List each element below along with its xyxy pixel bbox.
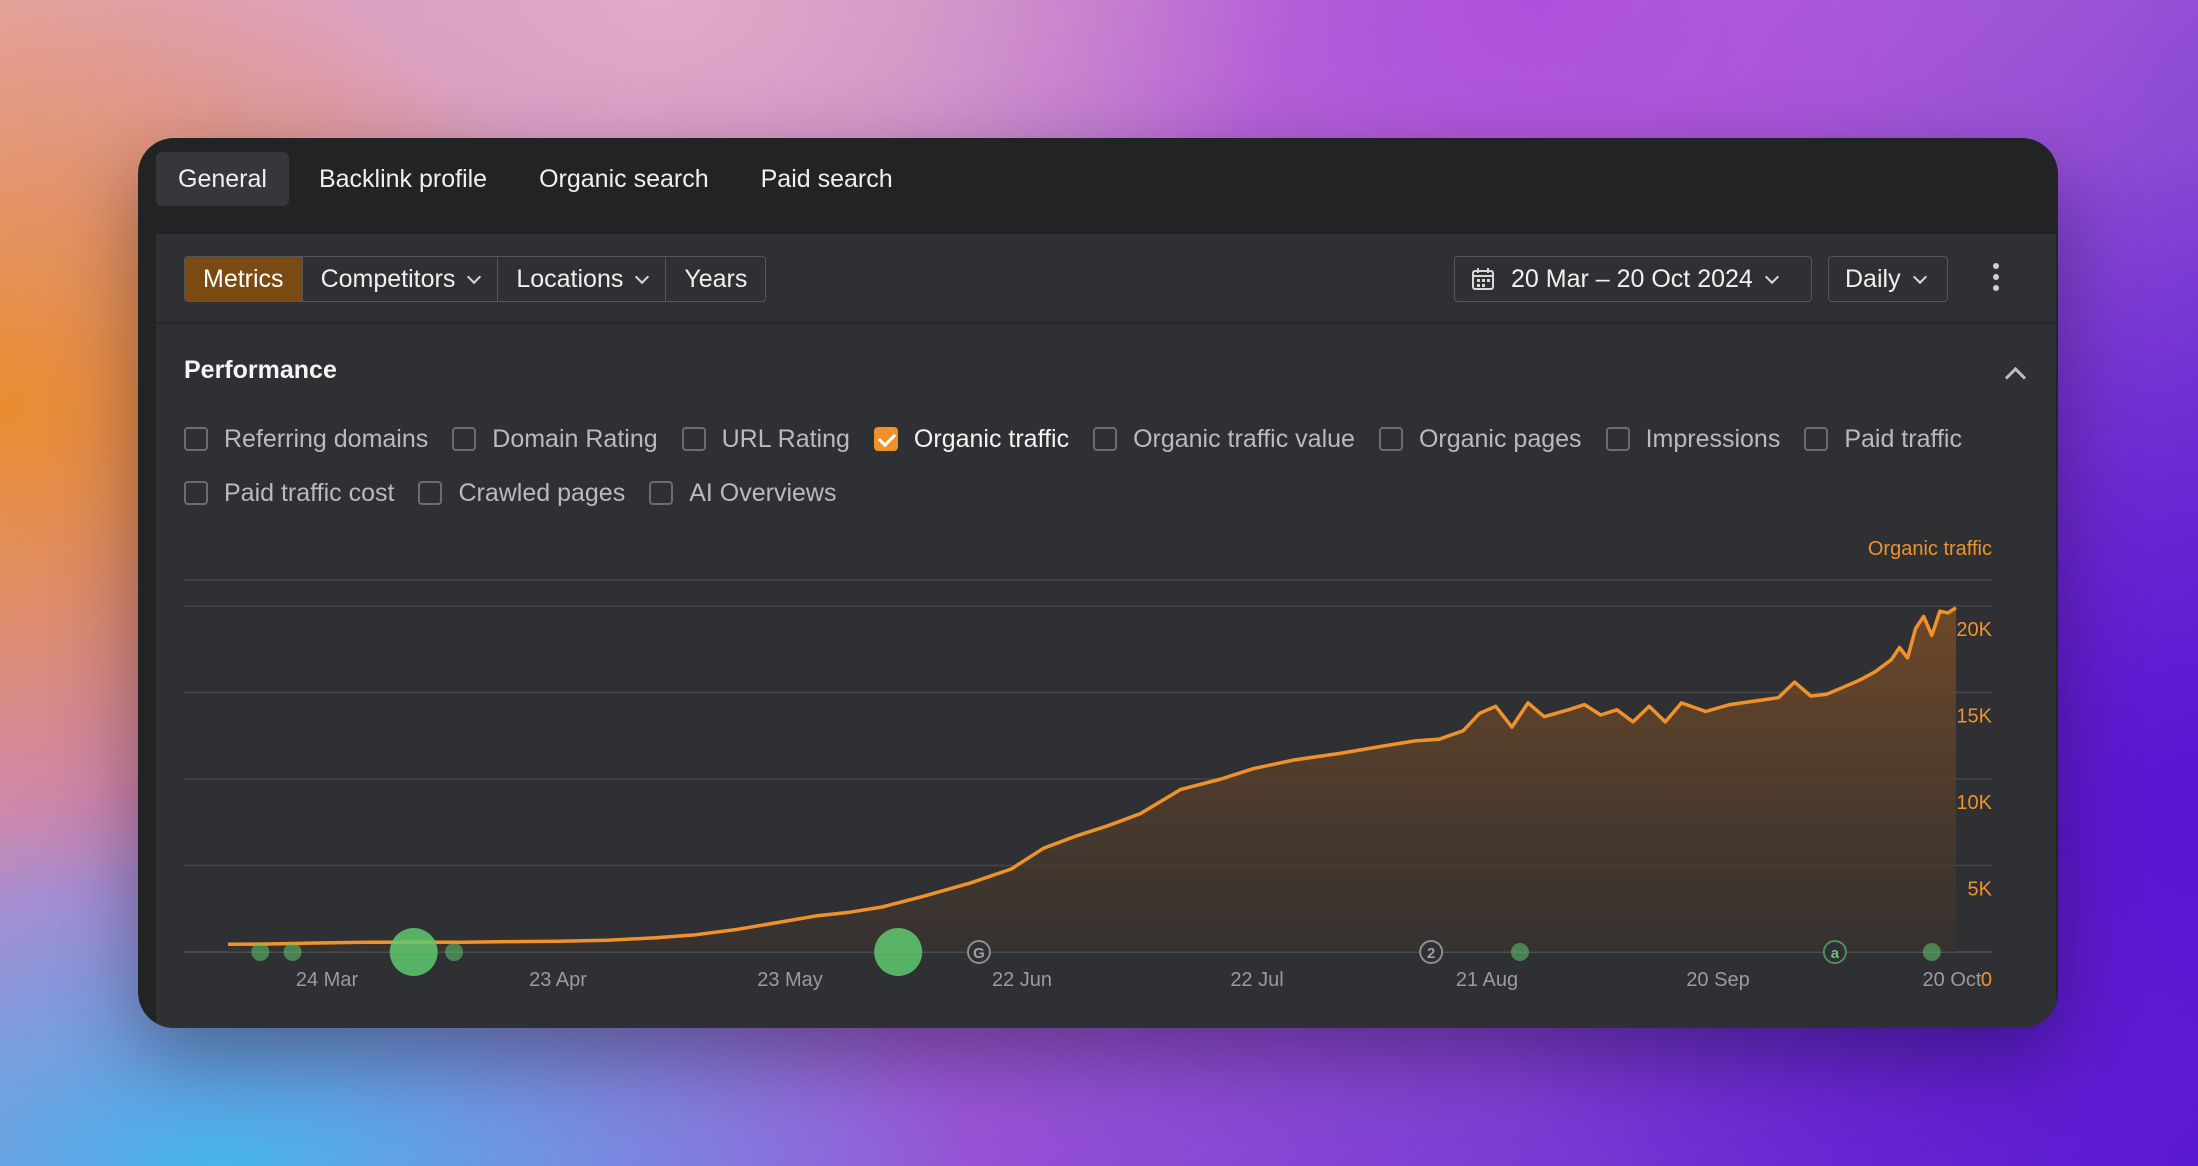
view-switcher: Metrics Competitors Locations Years [184, 256, 767, 302]
tab-backlink-profile[interactable]: Backlink profile [318, 165, 488, 193]
checkbox[interactable] [418, 481, 443, 505]
x-tick-label: 20 Oct [1923, 969, 1982, 991]
y-tick-label: 15K [1956, 706, 1992, 728]
metric-checkbox-organic-pages[interactable]: Organic pages [1378, 424, 1582, 454]
event-marker-large [389, 928, 438, 976]
metric-checkbox-referring-domains[interactable]: Referring domains [184, 425, 428, 454]
metric-row: Paid traffic cost Crawled pages AI Overvie… [184, 466, 2024, 520]
metric-row: Referring domains Domain Rating URL Rating… [184, 412, 2024, 466]
metric-label: Paid traffic [1844, 424, 1962, 453]
event-marker-google-update [966, 940, 991, 964]
metric-checkbox-url-rating[interactable]: URL Rating [681, 424, 850, 454]
metric-checkbox-crawled-pages[interactable]: Crawled pages [418, 479, 625, 508]
checkbox[interactable] [452, 427, 477, 451]
metric-checkbox-domain-rating[interactable]: Domain Rating [452, 424, 658, 454]
metrics-segment-label: Metrics [203, 264, 284, 293]
y-tick-label: 10K [1956, 792, 1992, 814]
checkbox[interactable] [1093, 427, 1118, 451]
event-marker-dot [251, 943, 270, 961]
x-tick-label: 22 Jun [992, 969, 1052, 991]
metric-label: Crawled pages [458, 478, 626, 507]
metric-checkbox-impressions[interactable]: Impressions [1605, 424, 1781, 454]
x-tick-label: 24 Mar [296, 969, 359, 991]
metric-checkbox-paid-traffic[interactable]: Paid traffic [1804, 425, 1962, 454]
series-label: Organic traffic [1868, 538, 1992, 560]
y-tick-label: 20K [1956, 619, 1992, 641]
series-line [227, 606, 1957, 946]
event-marker-label: G [973, 945, 985, 962]
years-segment[interactable]: Years [666, 257, 765, 301]
granularity-label: Daily [1845, 264, 1901, 293]
checkbox[interactable] [1804, 427, 1829, 451]
event-marker-dot [283, 943, 302, 961]
event-marker-label: 2 [1427, 945, 1435, 962]
app-window: General Backlink profile Organic search … [138, 138, 2058, 1028]
date-range-picker[interactable]: 20 Mar – 20 Oct 2024 [1454, 256, 1812, 302]
metric-checkboxes: Referring domains Domain Rating URL Rating… [184, 412, 2024, 520]
granularity-dropdown[interactable]: Daily [1828, 256, 1948, 302]
metric-label: Organic traffic value [1133, 424, 1355, 453]
locations-dropdown-label: Locations [516, 264, 624, 293]
metric-label: URL Rating [721, 424, 850, 453]
overview-panel: Metrics Competitors Locations Years [156, 234, 2056, 1028]
checkbox[interactable] [681, 427, 706, 451]
event-marker-label: a [1831, 945, 1840, 962]
checkbox[interactable] [184, 481, 208, 505]
tab-general[interactable]: General [156, 152, 289, 206]
metric-label: Referring domains [224, 424, 429, 453]
metrics-segment[interactable]: Metrics [185, 257, 303, 301]
organic-traffic-chart: Organic traffic 20K 15K 10K 5K 0 24 Mar 23 Apr 2… [184, 538, 1993, 991]
checkbox[interactable] [1605, 427, 1630, 451]
calendar-icon [1472, 268, 1494, 290]
y-tick-label: 0 [1981, 969, 1992, 991]
x-tick-label: 20 Sep [1686, 969, 1749, 991]
metric-label: AI Overviews [689, 478, 837, 507]
event-marker-dot [1922, 943, 1941, 961]
series-area [228, 607, 1956, 952]
metric-label: Organic pages [1418, 424, 1582, 453]
metric-label: Paid traffic cost [224, 478, 395, 507]
competitors-dropdown[interactable]: Competitors [303, 257, 499, 301]
checkbox[interactable] [1378, 427, 1403, 451]
checkbox[interactable] [649, 481, 674, 505]
y-tick-label: 5K [1968, 879, 1993, 901]
metric-checkbox-paid-traffic-cost[interactable]: Paid traffic cost [184, 479, 394, 508]
kebab-menu-icon[interactable] [1988, 260, 2004, 298]
tab-organic-search[interactable]: Organic search [539, 165, 709, 193]
metric-label: Impressions [1645, 424, 1781, 453]
x-tick-label: 23 May [757, 969, 823, 991]
event-marker-dot [445, 943, 464, 961]
checkbox[interactable] [873, 427, 898, 451]
event-marker-large [874, 928, 923, 976]
tab-paid-search[interactable]: Paid search [760, 165, 893, 193]
event-marker-dot [1510, 943, 1529, 961]
locations-dropdown[interactable]: Locations [498, 257, 667, 301]
x-tick-label: 21 Aug [1456, 969, 1518, 991]
x-tick-label: 23 Apr [529, 969, 587, 991]
toolbar: Metrics Competitors Locations Years [156, 234, 2056, 324]
event-marker-letter [1822, 940, 1847, 964]
top-tabs: General Backlink profile Organic search … [156, 152, 915, 206]
event-marker-numbered [1419, 940, 1444, 964]
section-title: Performance [184, 356, 337, 384]
metric-label: Domain Rating [492, 424, 658, 453]
metric-checkbox-ai-overviews[interactable]: AI Overviews [649, 479, 836, 508]
years-segment-label: Years [684, 264, 748, 293]
date-range-label: 20 Mar – 20 Oct 2024 [1511, 264, 1753, 293]
metric-checkbox-organic-traffic-value[interactable]: Organic traffic value [1093, 425, 1355, 454]
competitors-dropdown-label: Competitors [320, 264, 456, 293]
metric-checkbox-organic-traffic[interactable]: Organic traffic [873, 424, 1070, 454]
checkbox[interactable] [184, 427, 208, 451]
metric-label: Organic traffic [913, 424, 1070, 453]
x-tick-label: 22 Jul [1230, 969, 1283, 991]
